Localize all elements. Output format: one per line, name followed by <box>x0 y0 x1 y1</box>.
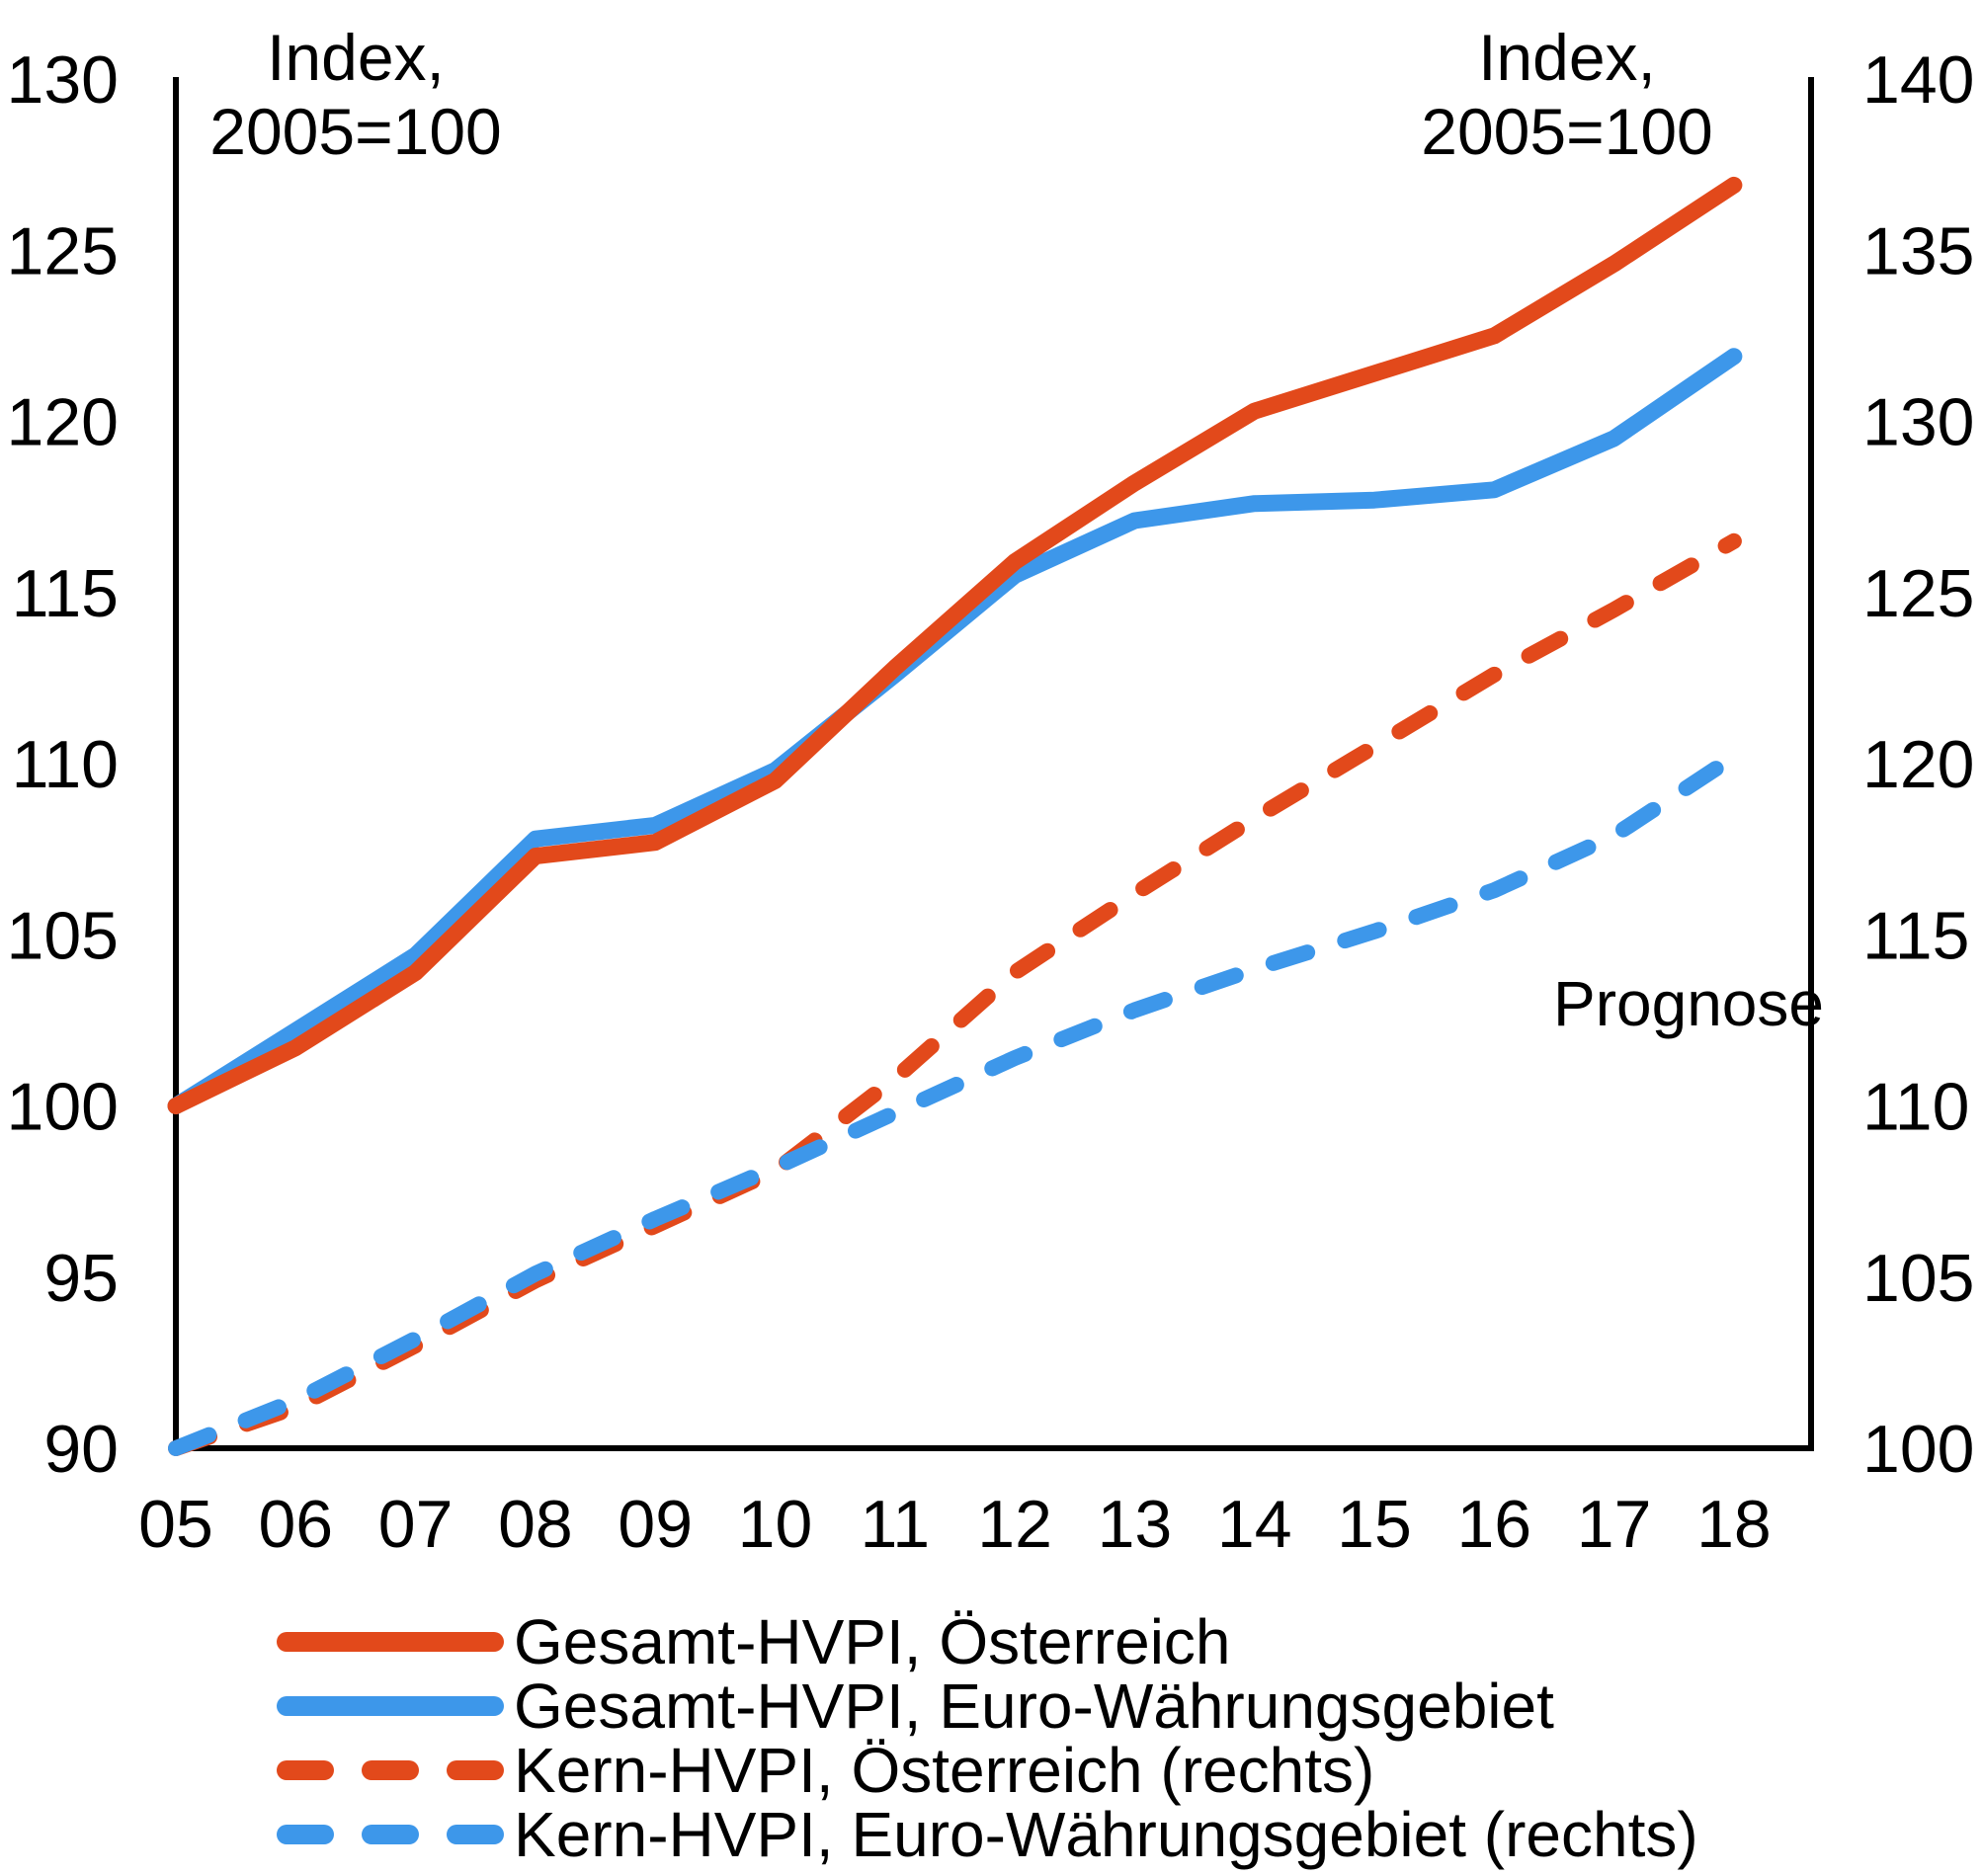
x-axis-tick-label: 05 <box>138 1487 213 1562</box>
right-axis-tick-label: 125 <box>1862 556 1974 631</box>
x-axis-tick-label: 13 <box>1098 1487 1173 1562</box>
left-axis-tick-label: 125 <box>7 213 119 288</box>
right-axis-unit-note-line2: 2005=100 <box>1421 95 1713 168</box>
series-line-kern-hvpi-euro-waehrungsgebiet <box>168 749 1742 1456</box>
legend-item-gesamt-hvpi-oesterreich: Gesamt-HVPI, Österreich <box>277 1606 1231 1677</box>
x-axis-tick-label: 16 <box>1456 1487 1531 1562</box>
x-axis-tick-label: 15 <box>1337 1487 1412 1562</box>
left-axis-unit-note-line1: Index, <box>267 21 445 94</box>
legend-item-gesamt-hvpi-euro-waehrungsgebiet: Gesamt-HVPI, Euro-Währungsgebiet <box>277 1671 1554 1742</box>
legend-label-gesamt-hvpi-oesterreich: Gesamt-HVPI, Österreich <box>514 1606 1231 1677</box>
right-axis-tick-label: 100 <box>1862 1412 1974 1487</box>
legend-item-kern-hvpi-oesterreich: Kern-HVPI, Österreich (rechts) <box>277 1735 1374 1806</box>
left-axis-tick-label: 115 <box>12 556 119 631</box>
right-axis-tick-label: 130 <box>1862 385 1974 460</box>
legend-label-kern-hvpi-oesterreich: Kern-HVPI, Österreich (rechts) <box>514 1735 1374 1806</box>
x-axis-tick-label: 06 <box>258 1487 333 1562</box>
right-axis-tick-label: 110 <box>1862 1070 1969 1145</box>
x-axis-tick-label: 17 <box>1577 1487 1652 1562</box>
right-axis-tick-label: 135 <box>1862 213 1974 288</box>
left-axis-tick-label: 100 <box>7 1070 119 1145</box>
x-axis-tick-label: 08 <box>498 1487 573 1562</box>
x-axis-tick-label: 09 <box>618 1487 693 1562</box>
left-axis-tick-label: 110 <box>12 727 119 802</box>
right-axis-unit-note-line1: Index, <box>1478 21 1656 94</box>
right-axis-tick-label: 120 <box>1862 727 1974 802</box>
x-axis-tick-label: 14 <box>1217 1487 1292 1562</box>
left-axis-tick-label: 120 <box>7 385 119 460</box>
left-axis-tick-label: 130 <box>7 42 119 118</box>
right-axis-tick-label: 105 <box>1862 1241 1974 1316</box>
left-axis-tick-label: 105 <box>7 898 119 973</box>
x-axis-tick-label: 10 <box>738 1487 813 1562</box>
left-axis-tick-label: 95 <box>43 1241 119 1316</box>
x-axis-tick-label: 12 <box>977 1487 1052 1562</box>
left-axis-unit-note-line2: 2005=100 <box>209 95 502 168</box>
legend-label-gesamt-hvpi-euro-waehrungsgebiet: Gesamt-HVPI, Euro-Währungsgebiet <box>514 1671 1554 1742</box>
forecast-label: Prognose <box>1553 968 1824 1039</box>
legend-item-kern-hvpi-euro-waehrungsgebiet: Kern-HVPI, Euro-Währungsgebiet (rechts) <box>277 1799 1698 1870</box>
right-axis-tick-label: 115 <box>1862 898 1969 973</box>
series-line-gesamt-hvpi-oesterreich <box>167 176 1743 1114</box>
x-axis-tick-label: 07 <box>378 1487 454 1562</box>
series-line-gesamt-hvpi-euro-waehrungsgebiet <box>167 348 1743 1114</box>
left-axis-tick-label: 90 <box>43 1412 119 1487</box>
series-line-kern-hvpi-oesterreich <box>168 532 1742 1456</box>
right-axis-tick-label: 140 <box>1862 42 1974 118</box>
x-axis-tick-label: 18 <box>1696 1487 1772 1562</box>
legend-label-kern-hvpi-euro-waehrungsgebiet: Kern-HVPI, Euro-Währungsgebiet (rechts) <box>514 1799 1698 1870</box>
x-axis-tick-label: 11 <box>861 1487 931 1562</box>
